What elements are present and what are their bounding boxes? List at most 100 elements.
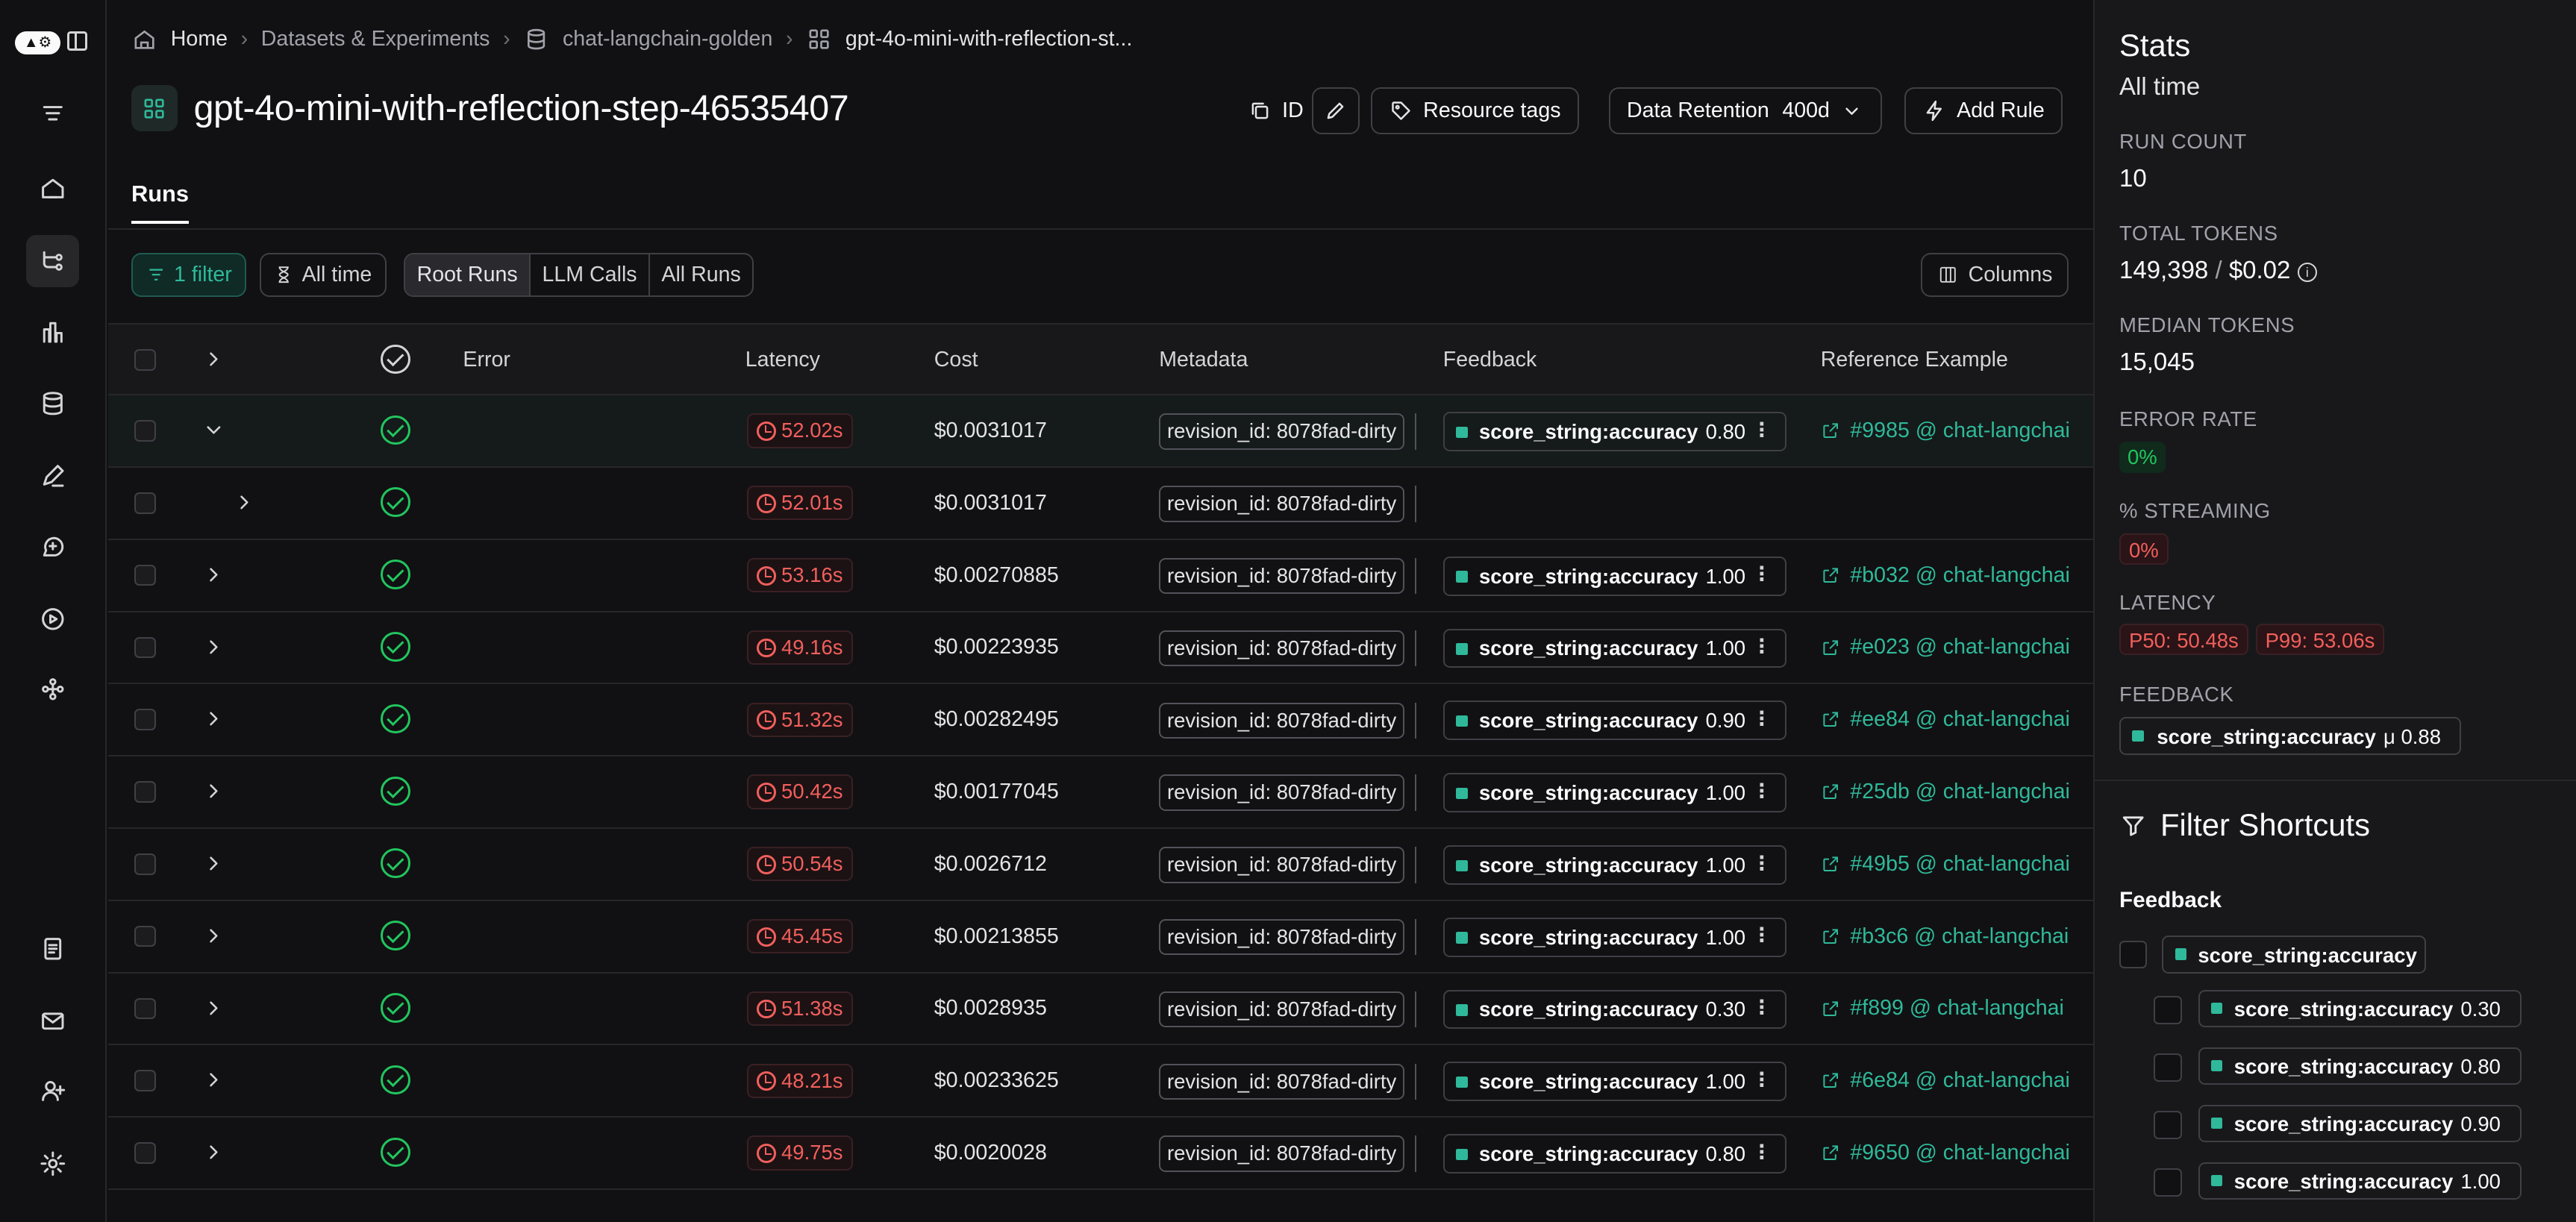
nav-docs-icon[interactable]: [26, 922, 78, 974]
metadata-chip[interactable]: revision_id: 8078fad-dirty: [1159, 557, 1405, 595]
metadata-chip[interactable]: revision_id: 8078fad-dirty: [1159, 774, 1405, 811]
more-icon[interactable]: ⋮: [1751, 563, 1772, 586]
more-icon[interactable]: ⋮: [1751, 996, 1772, 1019]
reference-link[interactable]: #6e84 @ chat-langchai: [1821, 1068, 2070, 1093]
col-header-reference[interactable]: Reference Example: [1820, 348, 2008, 372]
shortcut-value-checkbox[interactable]: [2154, 996, 2182, 1024]
col-header-cost[interactable]: Cost: [934, 348, 978, 372]
reference-link[interactable]: #b3c6 @ chat-langchai: [1821, 924, 2069, 949]
more-icon[interactable]: ⋮: [1751, 1140, 1772, 1163]
tab-runs[interactable]: Runs: [131, 181, 189, 224]
nav-mail-icon[interactable]: [26, 994, 78, 1047]
row-checkbox[interactable]: [134, 1142, 156, 1164]
row-checkbox[interactable]: [134, 997, 156, 1020]
chevron-right-icon[interactable]: [202, 707, 225, 730]
shortcut-root-chip[interactable]: score_string:accuracy: [2162, 936, 2427, 974]
chevron-right-icon[interactable]: [202, 924, 225, 947]
chevron-right-icon[interactable]: [202, 635, 225, 658]
chevron-right-icon[interactable]: [202, 1068, 225, 1091]
feedback-stat-chip[interactable]: score_string:accuracy μ 0.88: [2119, 717, 2461, 755]
edit-button[interactable]: [1311, 87, 1360, 135]
nav-dashboards-icon[interactable]: [26, 305, 78, 357]
table-row[interactable]: 48.21s $0.00233625 revision_id: 8078fad-di…: [108, 1045, 2093, 1118]
nav-annotation-icon[interactable]: [26, 450, 78, 502]
col-header-metadata[interactable]: Metadata: [1159, 348, 1248, 372]
breadcrumb-datasets[interactable]: Datasets & Experiments: [260, 27, 490, 51]
nav-prompts-icon[interactable]: [26, 520, 78, 572]
metadata-chip[interactable]: revision_id: 8078fad-dirty: [1159, 702, 1405, 739]
add-rule-button[interactable]: Add Rule: [1904, 87, 2063, 135]
shortcut-value-checkbox[interactable]: [2154, 1111, 2182, 1139]
table-row[interactable]: 53.16s $0.00270885 revision_id: 8078fad-di…: [108, 540, 2093, 612]
reference-link[interactable]: #9650 @ chat-langchai: [1821, 1141, 2070, 1165]
breadcrumb-home[interactable]: Home: [170, 27, 228, 51]
columns-button[interactable]: Columns: [1920, 252, 2069, 298]
table-row[interactable]: 50.54s $0.0026712 revision_id: 8078fad-dir…: [108, 829, 2093, 901]
data-retention-dropdown[interactable]: Data Retention 400d: [1608, 87, 1883, 135]
reference-link[interactable]: #9985 @ chat-langchai: [1821, 419, 2070, 443]
sidebar-toggle-icon[interactable]: [67, 31, 87, 51]
chevron-right-icon[interactable]: [202, 1141, 225, 1164]
breadcrumb-experiment[interactable]: gpt-4o-mini-with-reflection-st...: [845, 27, 1133, 51]
row-checkbox[interactable]: [134, 1070, 156, 1091]
reference-link[interactable]: #49b5 @ chat-langchai: [1821, 852, 2070, 877]
table-row[interactable]: 45.45s $0.00213855 revision_id: 8078fad-di…: [108, 901, 2093, 974]
metadata-chip[interactable]: revision_id: 8078fad-dirty: [1159, 630, 1405, 667]
nav-menu-icon[interactable]: [26, 87, 78, 140]
feedback-chip[interactable]: score_string:accuracy 0.90 ⋮: [1442, 701, 1786, 741]
segment-all-runs[interactable]: All Runs: [661, 262, 741, 286]
chevron-right-icon[interactable]: [202, 852, 225, 875]
feedback-chip[interactable]: score_string:accuracy 1.00 ⋮: [1442, 556, 1786, 596]
time-range-button[interactable]: All time: [259, 252, 387, 298]
nav-home-icon[interactable]: [26, 163, 78, 215]
metadata-chip[interactable]: revision_id: 8078fad-dirty: [1159, 1135, 1405, 1172]
shortcut-value-checkbox[interactable]: [2154, 1168, 2182, 1197]
more-icon[interactable]: ⋮: [1751, 1068, 1772, 1091]
resource-tags-button[interactable]: Resource tags: [1370, 87, 1579, 135]
copy-id-button[interactable]: ID: [1248, 87, 1304, 135]
breadcrumb-dataset[interactable]: chat-langchain-golden: [562, 27, 773, 51]
select-all-checkbox[interactable]: [134, 349, 156, 371]
shortcut-root-checkbox[interactable]: [2119, 940, 2148, 968]
table-row[interactable]: 50.42s $0.00177045 revision_id: 8078fad-di…: [108, 756, 2093, 829]
more-icon[interactable]: ⋮: [1751, 779, 1772, 802]
nav-tracing-icon[interactable]: [26, 234, 79, 287]
more-icon[interactable]: ⋮: [1751, 924, 1772, 947]
chevron-right-icon[interactable]: [202, 780, 225, 803]
col-header-error[interactable]: Error: [463, 348, 510, 372]
table-row[interactable]: 49.16s $0.00223935 revision_id: 8078fad-di…: [108, 612, 2093, 685]
reference-link[interactable]: #f899 @ chat-langchai: [1821, 996, 2064, 1021]
row-checkbox[interactable]: [134, 420, 156, 442]
row-checkbox[interactable]: [134, 709, 156, 730]
feedback-chip[interactable]: score_string:accuracy 0.30 ⋮: [1442, 989, 1786, 1030]
table-row[interactable]: 49.75s $0.0020028 revision_id: 8078fad-dir…: [108, 1118, 2093, 1190]
feedback-chip[interactable]: score_string:accuracy 1.00 ⋮: [1442, 1062, 1786, 1102]
chevron-right-icon[interactable]: [233, 491, 256, 514]
feedback-chip[interactable]: score_string:accuracy 1.00 ⋮: [1442, 773, 1786, 812]
table-row[interactable]: 51.32s $0.00282495 revision_id: 8078fad-di…: [108, 684, 2093, 757]
reference-link[interactable]: #b032 @ chat-langchai: [1821, 563, 2070, 588]
feedback-chip[interactable]: score_string:accuracy 1.00 ⋮: [1442, 628, 1786, 668]
segment-root-runs[interactable]: Root Runs: [405, 254, 531, 296]
nav-invite-icon[interactable]: [26, 1065, 78, 1118]
metadata-chip[interactable]: revision_id: 8078fad-dirty: [1159, 486, 1405, 522]
col-header-latency[interactable]: Latency: [745, 348, 820, 372]
expand-all-chevron-icon[interactable]: [202, 348, 225, 371]
chevron-right-icon[interactable]: [202, 996, 225, 1019]
shortcut-value-chip[interactable]: score_string:accuracy 1.00: [2198, 1162, 2522, 1200]
col-header-feedback[interactable]: Feedback: [1442, 348, 1537, 372]
table-row[interactable]: 51.38s $0.0028935 revision_id: 8078fad-dir…: [108, 974, 2093, 1046]
chevron-down-icon[interactable]: [202, 419, 225, 442]
metadata-chip[interactable]: revision_id: 8078fad-dirty: [1159, 413, 1405, 450]
metadata-chip[interactable]: revision_id: 8078fad-dirty: [1159, 847, 1405, 883]
filter-button[interactable]: 1 filter: [131, 252, 247, 298]
row-checkbox[interactable]: [134, 853, 156, 875]
shortcut-value-chip[interactable]: score_string:accuracy 0.30: [2198, 989, 2522, 1028]
chevron-right-icon[interactable]: [202, 563, 225, 586]
row-checkbox[interactable]: [134, 492, 156, 514]
feedback-chip[interactable]: score_string:accuracy 0.80 ⋮: [1442, 1134, 1786, 1174]
more-icon[interactable]: ⋮: [1751, 418, 1772, 441]
metadata-chip[interactable]: revision_id: 8078fad-dirty: [1159, 991, 1405, 1028]
reference-link[interactable]: #25db @ chat-langchai: [1821, 780, 2070, 804]
row-checkbox[interactable]: [134, 781, 156, 803]
